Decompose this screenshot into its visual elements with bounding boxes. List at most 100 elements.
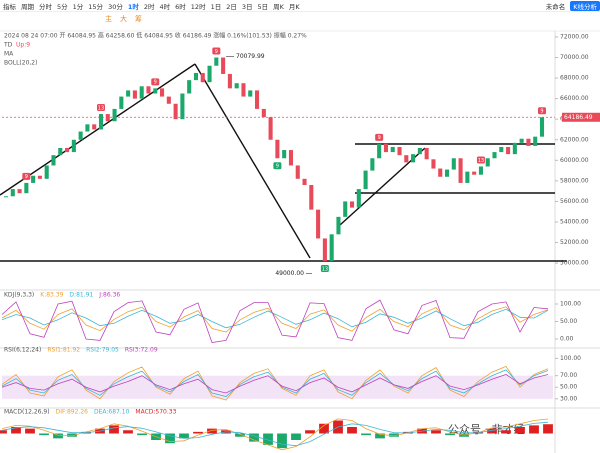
y-tick-label: 68000.00 xyxy=(560,75,589,82)
candle xyxy=(268,117,273,140)
candle xyxy=(370,158,375,171)
candle xyxy=(438,168,443,177)
legend-ma: MA xyxy=(4,51,14,58)
period-button[interactable]: 15分 xyxy=(88,2,104,11)
legend-entry: J:86.36 xyxy=(98,292,120,299)
tool-button[interactable]: 筹 xyxy=(135,15,142,23)
candle xyxy=(44,165,49,179)
candle xyxy=(478,166,483,175)
tool-button[interactable]: 大 xyxy=(120,15,127,23)
band xyxy=(2,375,553,399)
period-button[interactable]: 2时 xyxy=(143,2,155,11)
candle xyxy=(241,83,246,97)
candle xyxy=(322,238,327,262)
toolbar-button[interactable]: 指标 xyxy=(3,2,16,11)
td-signal-label: 13 xyxy=(322,266,328,272)
candle xyxy=(92,124,97,130)
td-signal-label: 9 xyxy=(276,164,279,170)
td-signal xyxy=(476,156,485,164)
candle xyxy=(17,189,22,194)
macd-bar xyxy=(431,430,441,434)
candle xyxy=(227,73,232,89)
candle xyxy=(411,154,416,163)
candle xyxy=(234,83,239,89)
candle xyxy=(119,96,124,109)
candle xyxy=(207,65,212,83)
y-tick-label: 58000.00 xyxy=(560,177,589,184)
candle xyxy=(160,88,165,97)
candle xyxy=(58,147,63,156)
y-tick-label: 70000.00 xyxy=(560,54,589,61)
period-button[interactable]: 30分 xyxy=(108,2,123,11)
period-button[interactable]: 5分 xyxy=(57,2,68,11)
macd-bar xyxy=(235,433,245,437)
y-tick-label: 30.00 xyxy=(560,395,577,402)
period-button[interactable]: 月K xyxy=(288,2,300,11)
toolbar-button[interactable]: K线分析 xyxy=(570,0,600,11)
td-signal xyxy=(212,47,221,55)
candle xyxy=(282,150,287,159)
candle xyxy=(343,201,348,217)
td-signal xyxy=(538,107,546,115)
macd-bar xyxy=(529,425,539,434)
candle xyxy=(126,90,131,97)
candle xyxy=(105,114,110,122)
legend-entry: DIF:892.26 xyxy=(56,409,89,416)
td-signal xyxy=(22,172,31,180)
indicator-line xyxy=(1,299,549,343)
indicator-line xyxy=(1,421,549,447)
candle xyxy=(356,189,361,208)
period-button[interactable]: 4时 xyxy=(159,2,171,11)
legend-entry: RSI2:79.05 xyxy=(86,347,119,354)
macd-bar xyxy=(0,430,7,434)
macd-bar xyxy=(193,431,203,434)
candle xyxy=(424,147,429,160)
macd-bar xyxy=(305,430,315,434)
candle xyxy=(10,189,15,197)
period-button[interactable]: 5日 xyxy=(257,2,269,11)
candle xyxy=(37,175,42,179)
macd-bar xyxy=(445,433,455,436)
period-button[interactable]: 3日 xyxy=(241,2,253,11)
panel-title: MACD(12,26,9) xyxy=(4,409,50,416)
legend-entry: RSI1:81.92 xyxy=(47,347,80,354)
candle xyxy=(336,216,341,235)
legend-boll: BOLL(20,2) xyxy=(4,60,37,67)
period-button[interactable]: 6时 xyxy=(175,2,186,11)
candle xyxy=(112,108,117,122)
period-button[interactable]: 1日 xyxy=(210,2,222,11)
macd-bar xyxy=(39,433,49,436)
period-button[interactable]: 分时 xyxy=(39,2,52,11)
y-tick-label: 70.00 xyxy=(560,372,577,379)
y-tick-label: 66000.00 xyxy=(560,95,589,102)
macd-bar xyxy=(487,428,497,434)
period-button[interactable]: 2日 xyxy=(226,2,237,11)
candle xyxy=(146,86,151,94)
candle xyxy=(187,80,192,94)
period-button[interactable]: 1时 xyxy=(127,2,139,11)
period-button[interactable]: 1分 xyxy=(72,2,84,11)
candle xyxy=(499,146,504,153)
candle xyxy=(506,146,511,155)
candle xyxy=(248,90,253,97)
macd-bar xyxy=(67,433,77,437)
y-tick-label: 50000.00 xyxy=(560,260,589,267)
period-button[interactable]: 周K xyxy=(273,2,284,11)
candle xyxy=(451,158,456,170)
td-signal-label: 9 xyxy=(540,109,543,115)
candle xyxy=(78,131,83,140)
macd-bar xyxy=(123,430,133,434)
candle xyxy=(132,90,137,99)
legend-entry: K:83.39 xyxy=(40,292,63,299)
td-signal xyxy=(96,104,105,112)
candle xyxy=(431,159,436,169)
tool-button[interactable]: 主 xyxy=(105,15,112,23)
period-button[interactable]: 12时 xyxy=(190,2,206,11)
legend-entry: DEA:687.10 xyxy=(94,409,130,416)
legend-td: TD xyxy=(3,42,13,49)
toolbar-button[interactable]: 周期 xyxy=(21,2,34,11)
trend-lines xyxy=(0,63,567,262)
candle xyxy=(85,124,90,132)
toolbar-button[interactable]: 未命名 xyxy=(545,2,566,11)
